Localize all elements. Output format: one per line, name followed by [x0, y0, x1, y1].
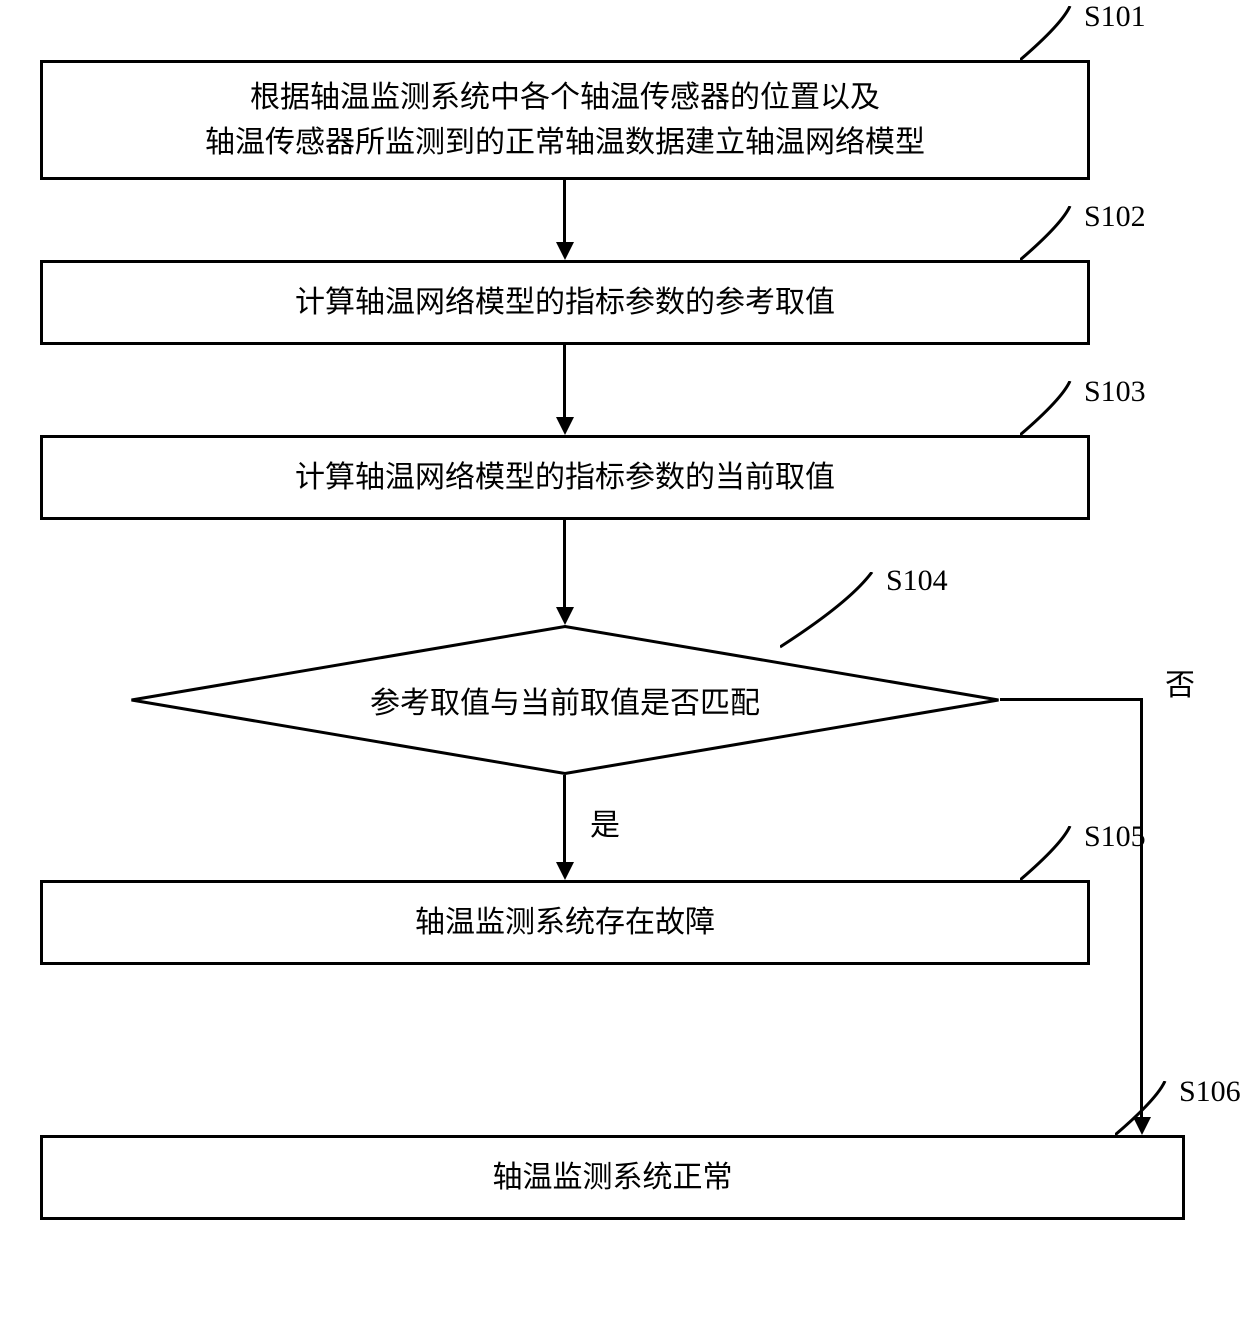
callout-s105 [1020, 826, 1080, 886]
arrow-head-s102-s103 [556, 417, 574, 435]
arrow-s104-s106-v [1140, 698, 1143, 1117]
label-s101: S101 [1084, 0, 1146, 34]
step-s101-text: 根据轴温监测系统中各个轴温传感器的位置以及轴温传感器所监测到的正常轴温数据建立轴… [205, 75, 925, 165]
arrow-head-s103-s104 [556, 607, 574, 625]
callout-s101 [1020, 6, 1080, 66]
label-s104: S104 [886, 564, 948, 598]
label-s105: S105 [1084, 820, 1146, 854]
step-s106: 轴温监测系统正常 [40, 1135, 1185, 1220]
flowchart-root: 根据轴温监测系统中各个轴温传感器的位置以及轴温传感器所监测到的正常轴温数据建立轴… [0, 0, 1240, 1337]
step-s103-text: 计算轴温网络模型的指标参数的当前取值 [295, 455, 835, 500]
arrow-s104-s106-h [1000, 698, 1143, 701]
arrow-s101-s102 [563, 180, 566, 242]
label-s106: S106 [1179, 1075, 1240, 1109]
label-s103: S103 [1084, 375, 1146, 409]
step-s105-text: 轴温监测系统存在故障 [415, 900, 715, 945]
arrow-s104-s105 [563, 775, 566, 862]
callout-s103 [1020, 381, 1080, 441]
arrow-head-s101-s102 [556, 242, 574, 260]
arrow-s103-s104 [563, 520, 566, 607]
arrow-s102-s103 [563, 345, 566, 417]
step-s102: 计算轴温网络模型的指标参数的参考取值 [40, 260, 1090, 345]
branch-yes: 是 [590, 800, 620, 844]
arrow-head-s104-s105 [556, 862, 574, 880]
step-s105: 轴温监测系统存在故障 [40, 880, 1090, 965]
branch-no: 否 [1165, 660, 1195, 704]
callout-s102 [1020, 206, 1080, 266]
callout-s106 [1115, 1081, 1175, 1141]
step-s103: 计算轴温网络模型的指标参数的当前取值 [40, 435, 1090, 520]
step-s102-text: 计算轴温网络模型的指标参数的参考取值 [295, 280, 835, 325]
step-s106-text: 轴温监测系统正常 [493, 1155, 733, 1200]
callout-s104 [780, 572, 880, 652]
label-s102: S102 [1084, 200, 1146, 234]
step-s101: 根据轴温监测系统中各个轴温传感器的位置以及轴温传感器所监测到的正常轴温数据建立轴… [40, 60, 1090, 180]
